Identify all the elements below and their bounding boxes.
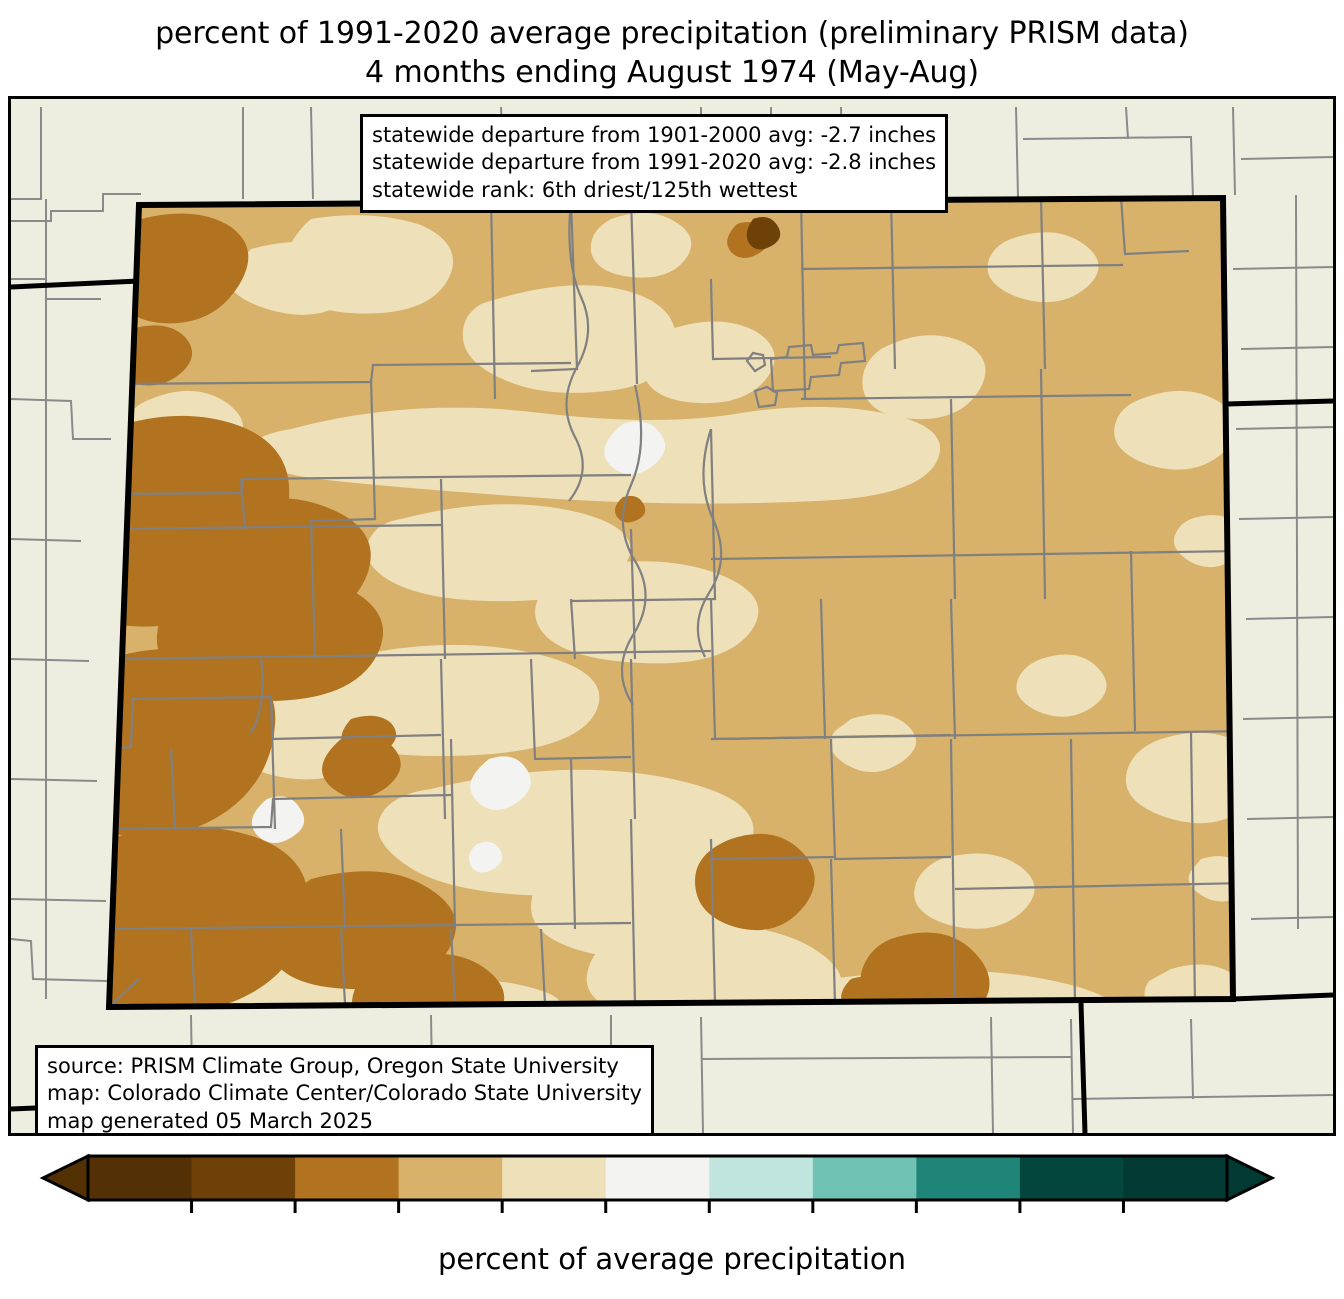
colorbar-segment-8 bbox=[916, 1156, 1021, 1200]
colorbar-segment-10 bbox=[1123, 1156, 1228, 1200]
colorbar-segment-4 bbox=[502, 1156, 607, 1200]
stats-line-3: statewide rank: 6th driest/125th wettest bbox=[372, 177, 798, 202]
colorbar-outline bbox=[86, 1154, 1229, 1202]
title-line-2: 4 months ending August 1974 (May-Aug) bbox=[365, 55, 979, 90]
colorbar-segment-0 bbox=[88, 1156, 193, 1200]
colorbar-over-arrow bbox=[1225, 1153, 1276, 1203]
colorbar-segment-7 bbox=[812, 1156, 917, 1200]
title-line-1: percent of 1991-2020 average precipitati… bbox=[155, 16, 1189, 51]
stats-line-2: statewide departure from 1991-2020 avg: … bbox=[372, 150, 937, 175]
colorbar-ticks bbox=[190, 1200, 1125, 1213]
colorbar-svg bbox=[39, 1153, 1276, 1213]
colorbar: 1030507090110130150170190 bbox=[0, 1148, 1344, 1299]
source-line-1: source: PRISM Climate Group, Oregon Stat… bbox=[47, 1054, 619, 1078]
colorbar-segment-6 bbox=[709, 1156, 814, 1200]
stats-box: statewide departure from 1901-2000 avg: … bbox=[360, 114, 949, 213]
page-title: percent of 1991-2020 average precipitati… bbox=[0, 14, 1344, 92]
source-line-3: map generated 05 March 2025 bbox=[47, 1108, 374, 1133]
colorbar-segment-3 bbox=[398, 1156, 503, 1200]
colorado-precipitation-map bbox=[11, 99, 1333, 1133]
colorbar-under-arrow bbox=[39, 1153, 90, 1203]
neighbor-county-lines bbox=[11, 106, 1333, 1133]
colorbar-segment-5 bbox=[605, 1156, 710, 1200]
stats-line-1: statewide departure from 1901-2000 avg: … bbox=[372, 123, 937, 147]
colorbar-segment-2 bbox=[295, 1156, 400, 1200]
colorbar-axis-label: percent of average precipitation bbox=[437, 1242, 907, 1276]
colorbar-segment-9 bbox=[1019, 1156, 1125, 1200]
colorado-county-lines bbox=[109, 198, 1233, 1007]
source-line-2: map: Colorado Climate Center/Colorado St… bbox=[47, 1081, 642, 1106]
precipitation-raster bbox=[109, 198, 1233, 1007]
map-panel[interactable]: statewide departure from 1901-2000 avg: … bbox=[8, 96, 1336, 1136]
colorbar-segments bbox=[39, 1153, 1276, 1203]
source-box: source: PRISM Climate Group, Oregon Stat… bbox=[35, 1045, 654, 1133]
colorbar-segment-1 bbox=[191, 1156, 296, 1200]
